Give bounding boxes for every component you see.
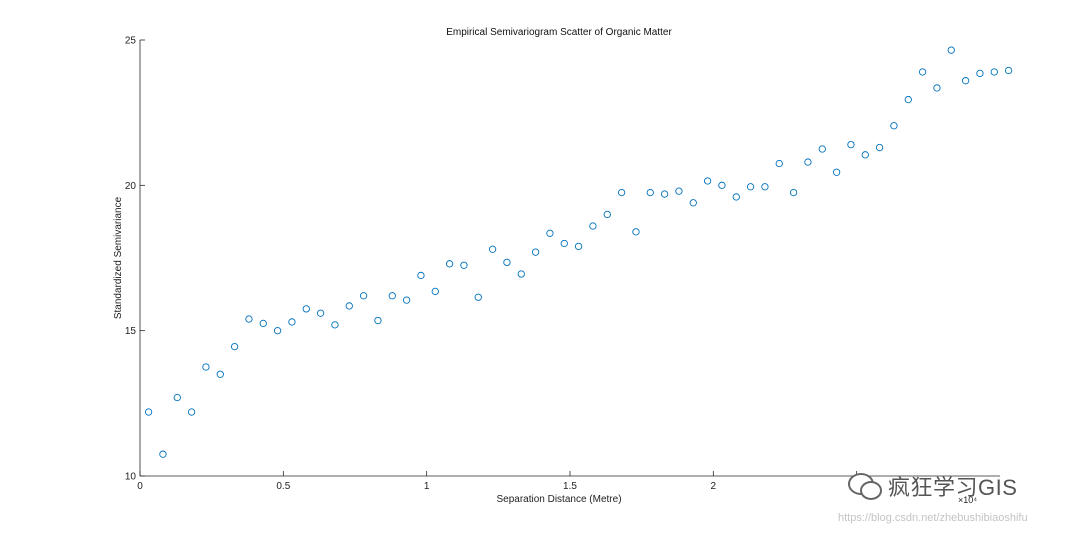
data-point xyxy=(746,183,755,191)
data-point xyxy=(947,46,955,54)
y-axis-label: Standardized Semivariance xyxy=(113,196,124,319)
chart-title: Empirical Semivariogram Scatter of Organ… xyxy=(446,27,672,38)
x-axis-exponent: ×10⁴ xyxy=(958,495,977,505)
data-point xyxy=(818,145,826,153)
data-points xyxy=(144,46,1013,458)
data-point xyxy=(804,158,812,166)
data-point xyxy=(589,222,597,230)
data-point xyxy=(703,177,712,185)
x-tick-label: 0.5 xyxy=(276,481,290,492)
data-point xyxy=(904,95,912,104)
y-tick-label: 20 xyxy=(125,181,137,192)
data-point xyxy=(216,370,224,378)
data-point xyxy=(574,242,583,251)
data-point xyxy=(302,305,310,313)
data-point xyxy=(861,151,869,159)
data-point xyxy=(660,190,669,198)
data-point xyxy=(245,315,253,323)
data-point xyxy=(632,228,640,236)
data-point xyxy=(474,293,482,301)
data-point xyxy=(144,408,153,416)
watermark-logo-text: 疯狂学习GIS xyxy=(888,475,1018,500)
data-point xyxy=(1004,66,1013,75)
data-point xyxy=(460,261,468,269)
data-point xyxy=(187,408,196,416)
data-point xyxy=(159,450,167,458)
watermark-logo: 疯狂学习GIS xyxy=(848,470,1017,502)
data-point xyxy=(976,69,984,78)
data-point xyxy=(503,258,511,267)
data-point xyxy=(689,199,697,207)
data-point xyxy=(875,143,884,152)
data-point xyxy=(445,260,454,268)
data-point xyxy=(560,239,568,248)
x-axis-label: Separation Distance (Metre) xyxy=(496,494,621,505)
data-point xyxy=(675,187,683,195)
wechat-icon xyxy=(848,473,882,500)
data-point xyxy=(173,393,181,402)
data-point xyxy=(316,309,325,317)
data-point xyxy=(718,181,726,189)
data-point xyxy=(789,188,798,197)
data-point xyxy=(775,159,783,168)
x-tick-label: 2 xyxy=(711,481,717,492)
data-point xyxy=(402,296,411,304)
y-tick-label: 10 xyxy=(125,472,137,483)
data-point xyxy=(603,210,611,219)
data-point xyxy=(517,270,525,278)
data-point xyxy=(761,183,769,191)
data-point xyxy=(531,248,540,256)
data-point xyxy=(431,287,439,296)
data-point xyxy=(617,188,626,197)
data-point xyxy=(388,292,396,300)
x-tick-label: 1 xyxy=(424,481,430,492)
data-point xyxy=(732,193,740,201)
data-point xyxy=(918,68,927,76)
data-point xyxy=(259,319,267,328)
data-point xyxy=(933,84,941,92)
x-tick-label: 0 xyxy=(137,481,143,492)
data-point xyxy=(288,318,296,326)
data-point xyxy=(646,188,654,197)
data-point xyxy=(832,168,841,176)
data-point xyxy=(331,321,339,329)
y-tick-label: 25 xyxy=(125,36,137,47)
data-point xyxy=(961,77,970,85)
x-tick-label: 1.5 xyxy=(563,481,577,492)
data-point xyxy=(202,363,210,371)
data-point xyxy=(374,316,382,325)
data-point xyxy=(890,122,898,130)
axes: 00.511.522.510152025 xyxy=(125,36,1000,492)
data-point xyxy=(990,68,998,76)
data-point xyxy=(345,302,353,310)
data-point xyxy=(359,292,368,300)
data-point xyxy=(273,327,282,335)
data-point xyxy=(546,229,554,237)
data-point xyxy=(488,245,497,253)
y-tick-label: 15 xyxy=(125,326,137,337)
data-point xyxy=(847,140,855,149)
data-point xyxy=(417,271,425,280)
data-point xyxy=(230,343,239,351)
watermark-url: https://blog.csdn.net/zhebushibiaoshifu xyxy=(838,512,1028,524)
